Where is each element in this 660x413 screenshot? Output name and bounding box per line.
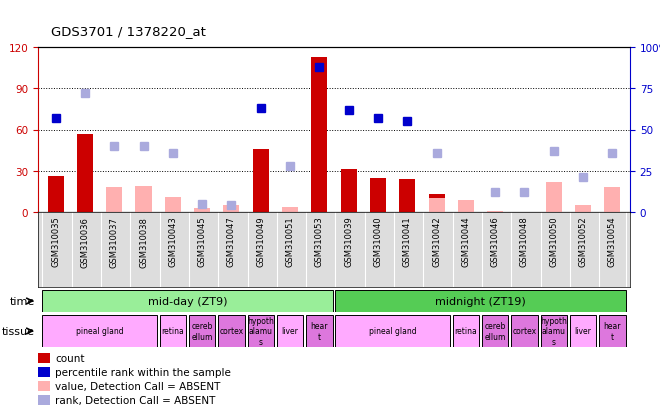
Text: GSM310041: GSM310041 (403, 216, 412, 267)
Text: GDS3701 / 1378220_at: GDS3701 / 1378220_at (51, 25, 206, 38)
Text: GSM310048: GSM310048 (520, 216, 529, 267)
Text: GSM310035: GSM310035 (51, 216, 60, 267)
Bar (335, 315, 449, 347)
Bar (194, 209, 210, 212)
Bar (575, 206, 591, 212)
Bar (223, 206, 240, 212)
Text: GSM310042: GSM310042 (432, 216, 441, 267)
Text: cortex: cortex (512, 327, 537, 336)
Text: GSM310040: GSM310040 (374, 216, 382, 267)
Text: midnight (ZT19): midnight (ZT19) (435, 296, 526, 306)
Text: value, Detection Call = ABSENT: value, Detection Call = ABSENT (55, 381, 220, 391)
Text: time: time (9, 296, 35, 306)
Bar (605, 188, 620, 212)
Text: rank, Detection Call = ABSENT: rank, Detection Call = ABSENT (55, 395, 216, 405)
Bar (282, 207, 298, 212)
Bar (312, 57, 327, 212)
Bar (546, 182, 562, 212)
Text: GSM310038: GSM310038 (139, 216, 148, 267)
Bar (428, 195, 445, 212)
Bar (482, 315, 508, 347)
Text: cereb
ellum: cereb ellum (191, 322, 213, 341)
Text: GSM310052: GSM310052 (579, 216, 587, 267)
Bar (42, 315, 156, 347)
Text: GSM310046: GSM310046 (490, 216, 500, 267)
Bar (599, 315, 626, 347)
Bar (77, 134, 93, 212)
Bar (541, 315, 567, 347)
Bar (135, 186, 152, 212)
Bar (570, 315, 596, 347)
Bar (218, 315, 245, 347)
Bar (253, 150, 269, 212)
Text: GSM310036: GSM310036 (81, 216, 89, 267)
Text: hypoth
alamu
s: hypoth alamu s (248, 316, 274, 346)
Text: GSM310045: GSM310045 (197, 216, 207, 267)
Text: GSM310047: GSM310047 (227, 216, 236, 267)
Bar (458, 200, 474, 212)
Bar (106, 188, 122, 212)
Bar (48, 177, 63, 212)
Bar (370, 178, 386, 212)
Bar (306, 315, 333, 347)
Text: GSM310037: GSM310037 (110, 216, 119, 267)
Bar (189, 315, 215, 347)
Text: liver: liver (575, 327, 591, 336)
Text: hear
t: hear t (604, 322, 621, 341)
Text: hear
t: hear t (311, 322, 328, 341)
Bar (335, 290, 626, 312)
Bar (512, 315, 538, 347)
Bar (42, 290, 333, 312)
Text: count: count (55, 353, 84, 363)
Text: percentile rank within the sample: percentile rank within the sample (55, 367, 231, 377)
Bar (248, 315, 274, 347)
Text: cortex: cortex (219, 327, 244, 336)
Text: tissue: tissue (2, 326, 35, 336)
Text: GSM310050: GSM310050 (549, 216, 558, 267)
Text: pineal gland: pineal gland (76, 327, 123, 336)
Text: GSM310043: GSM310043 (168, 216, 178, 267)
Bar (487, 211, 503, 212)
Bar (160, 315, 186, 347)
Bar (341, 170, 356, 212)
Text: retina: retina (162, 327, 184, 336)
Text: GSM310054: GSM310054 (608, 216, 617, 267)
Text: GSM310053: GSM310053 (315, 216, 324, 267)
Text: hypoth
alamu
s: hypoth alamu s (541, 316, 567, 346)
Bar (165, 197, 181, 212)
Text: GSM310039: GSM310039 (344, 216, 353, 267)
Bar (277, 315, 303, 347)
Bar (453, 315, 479, 347)
Bar (428, 199, 445, 212)
Text: GSM310044: GSM310044 (461, 216, 471, 267)
Text: liver: liver (282, 327, 298, 336)
Text: pineal gland: pineal gland (369, 327, 416, 336)
Text: cereb
ellum: cereb ellum (484, 322, 506, 341)
Bar (399, 180, 415, 212)
Text: GSM310049: GSM310049 (256, 216, 265, 267)
Text: retina: retina (455, 327, 477, 336)
Text: mid-day (ZT9): mid-day (ZT9) (148, 296, 227, 306)
Text: GSM310051: GSM310051 (286, 216, 294, 267)
